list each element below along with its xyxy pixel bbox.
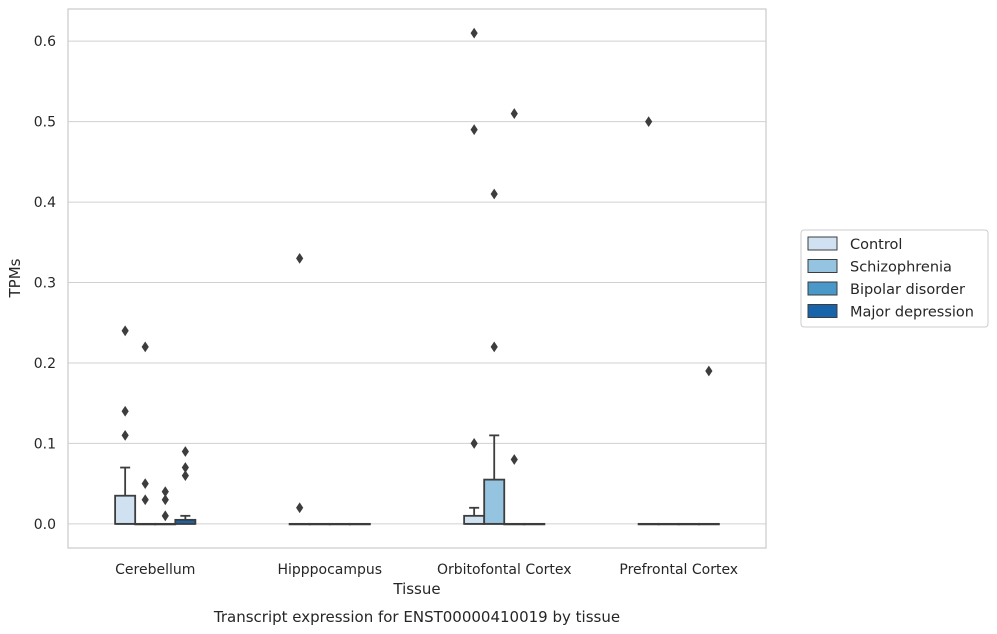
box-group	[174, 514, 197, 525]
outlier-point	[181, 446, 189, 457]
legend-swatch	[807, 236, 838, 251]
box-group	[637, 522, 660, 526]
legend-swatch	[807, 259, 838, 273]
outlier-point	[470, 438, 478, 449]
box-group	[288, 522, 311, 526]
outlier-point	[490, 188, 498, 200]
outlier-point	[141, 478, 149, 490]
outlier-point	[121, 405, 129, 417]
outlier-point	[161, 510, 169, 522]
box-group	[483, 434, 506, 525]
box-group	[523, 522, 546, 526]
outlier-point	[296, 502, 304, 514]
outlier-point	[161, 494, 169, 506]
box-group	[503, 522, 526, 526]
x-axis-label: Tissue	[392, 580, 440, 598]
outlier-point	[470, 27, 478, 39]
y-tick-label: 0.0	[34, 517, 56, 533]
legend-frame	[800, 229, 989, 328]
y-axis-label: TPMs	[6, 258, 24, 298]
x-tick-label: Hipppocampus	[277, 562, 382, 578]
y-tick-label: 0.2	[34, 356, 56, 372]
outlier-point	[121, 325, 129, 337]
outlier-point	[161, 486, 169, 498]
outlier-point	[121, 429, 129, 441]
y-tick-label: 0.3	[34, 276, 56, 292]
plot-area-frame	[67, 8, 767, 549]
chart-caption: Transcript expression for ENST0000041001…	[213, 608, 620, 626]
outlier-point	[141, 494, 149, 506]
x-axis-ticks: Cerebellum Hipppocampus Orbitofontal Corte…	[115, 562, 738, 578]
boxes-layer	[114, 434, 720, 526]
box-group	[463, 506, 486, 525]
outliers-layer	[121, 27, 713, 522]
outlier-point	[510, 108, 518, 119]
box-group	[328, 522, 351, 526]
legend-swatch	[807, 304, 838, 318]
y-axis-ticks: 0.0 0.1 0.2 0.3 0.4 0.5 0.6	[34, 34, 56, 533]
legend-label: Control	[850, 237, 902, 253]
legend-items: Control Schizophrenia Bipolar disorder Majo…	[807, 236, 974, 321]
box	[463, 514, 486, 525]
outlier-point	[510, 454, 518, 465]
legend-label: Major depression	[850, 305, 974, 321]
box-group	[134, 522, 157, 526]
y-tick-label: 0.4	[34, 195, 56, 211]
grid-lines	[68, 40, 766, 525]
outlier-point	[141, 341, 149, 353]
box-group	[677, 522, 700, 526]
outlier-point	[181, 470, 189, 481]
y-tick-label: 0.1	[34, 436, 56, 452]
outlier-point	[705, 365, 713, 377]
x-tick-label: Prefrontal Cortex	[619, 562, 738, 578]
outlier-point	[490, 341, 498, 353]
box-group	[308, 522, 331, 526]
legend-label: Schizophrenia	[850, 260, 952, 276]
outlier-point	[181, 462, 189, 473]
outlier-point	[296, 252, 304, 264]
box	[483, 478, 506, 525]
outlier-point	[470, 124, 478, 136]
x-tick-label: Cerebellum	[115, 562, 195, 578]
box-group	[154, 522, 177, 526]
box-group	[348, 522, 371, 526]
box	[114, 494, 137, 525]
box-group	[114, 466, 137, 525]
y-tick-label: 0.5	[34, 115, 56, 131]
y-tick-label: 0.6	[34, 34, 56, 50]
outlier-point	[645, 116, 653, 128]
legend-label: Bipolar disorder	[850, 282, 965, 298]
x-tick-label: Orbitofontal Cortex	[437, 562, 572, 578]
legend-swatch	[807, 281, 838, 296]
legend: Control Schizophrenia Bipolar disorder Majo…	[800, 229, 989, 328]
box-group	[657, 522, 680, 526]
box-group	[697, 522, 720, 526]
